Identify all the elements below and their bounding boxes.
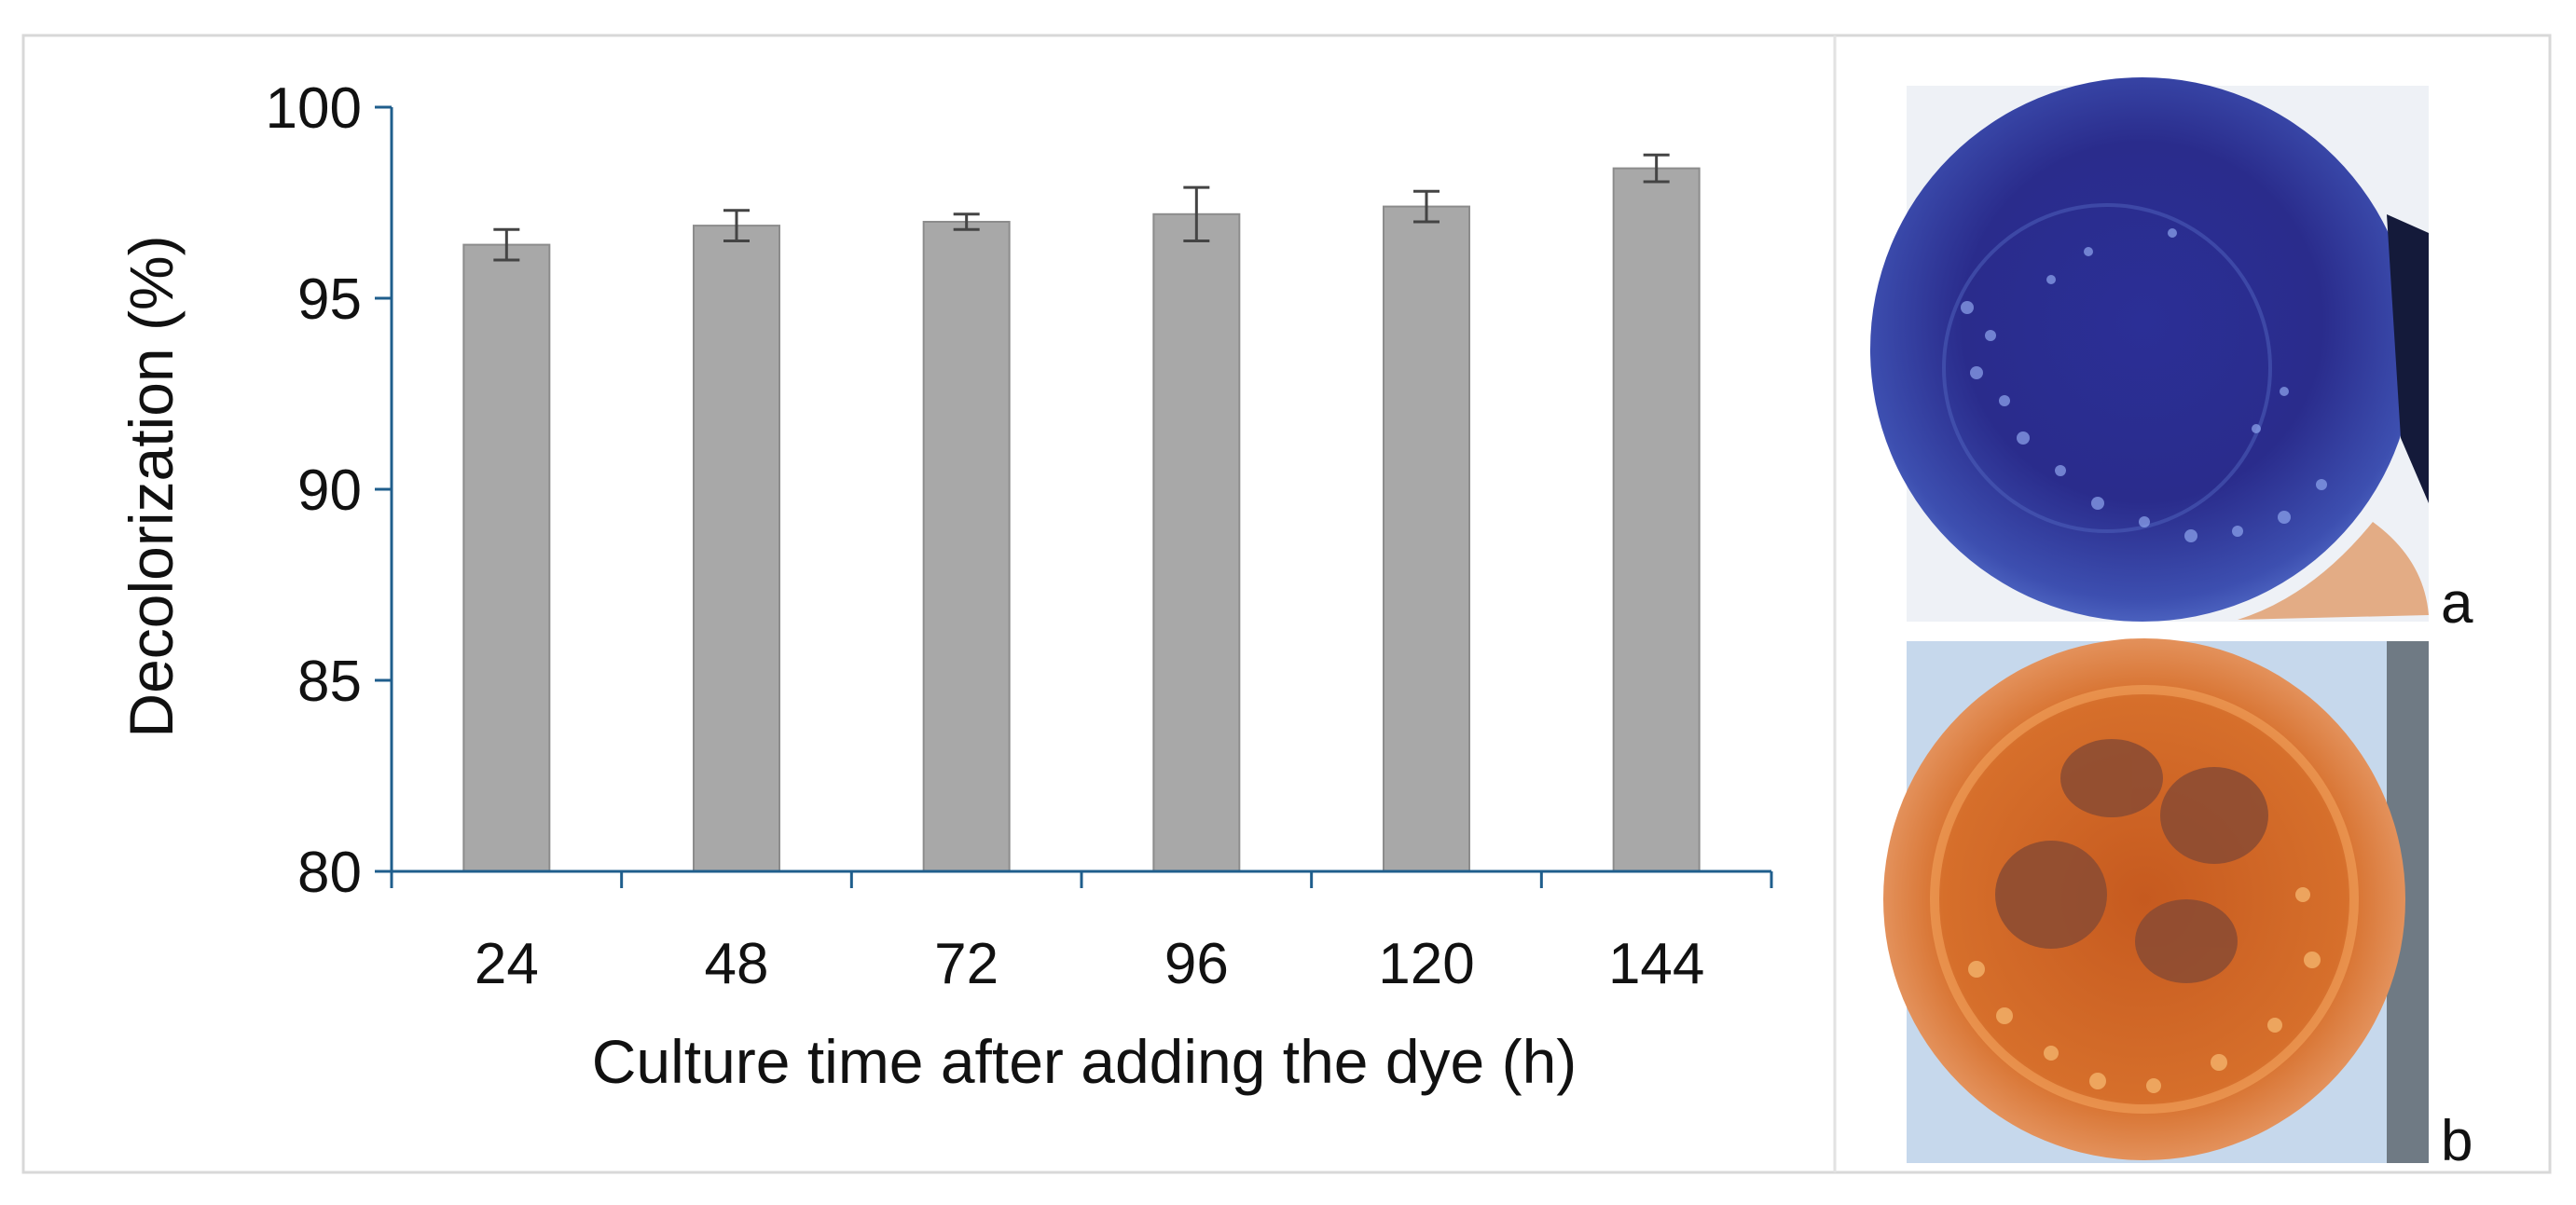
y-tick-label-85: 85 xyxy=(297,650,362,714)
bar-24 xyxy=(462,243,551,873)
y-tick-label-95: 95 xyxy=(297,267,362,332)
tick-labels-layer: 24 48 72 96 120 144 80 85 90 95 100 xyxy=(266,76,1705,996)
error-bar-72 xyxy=(953,212,980,231)
photo-b: b xyxy=(1883,638,2473,1173)
bar-120 xyxy=(1383,205,1470,873)
error-bar-120 xyxy=(1413,189,1440,224)
error-bar-24 xyxy=(493,227,520,262)
bar-48 xyxy=(693,225,780,873)
y-tick-label-90: 90 xyxy=(297,459,362,523)
x-tick-label-72: 72 xyxy=(934,932,999,996)
bar-72 xyxy=(922,221,1011,872)
bar-96 xyxy=(1152,212,1241,873)
x-tick-label-96: 96 xyxy=(1164,932,1229,996)
figure-frame xyxy=(21,34,2552,1174)
photo-a: a xyxy=(1870,77,2473,636)
error-bar-96 xyxy=(1183,185,1210,242)
y-tick-label-100: 100 xyxy=(266,76,362,141)
x-axis-title: Culture time after adding the dye (h) xyxy=(592,1027,1577,1096)
y-tick-label-80: 80 xyxy=(297,841,362,905)
x-tick-label-24: 24 xyxy=(475,932,539,996)
photo-a-label: a xyxy=(2441,571,2473,636)
y-axis-title: Decolorization (%) xyxy=(117,235,186,737)
photo-b-label: b xyxy=(2441,1109,2473,1173)
x-tick-label-144: 144 xyxy=(1608,932,1704,996)
error-bar-48 xyxy=(723,209,750,242)
x-tick-label-120: 120 xyxy=(1378,932,1474,996)
x-tick-label-48: 48 xyxy=(705,932,769,996)
error-bar-144 xyxy=(1643,153,1670,184)
bars-layer xyxy=(462,167,1701,873)
axes-layer xyxy=(375,105,1773,888)
error-bars-layer xyxy=(493,153,1670,262)
bar-144 xyxy=(1612,167,1701,873)
